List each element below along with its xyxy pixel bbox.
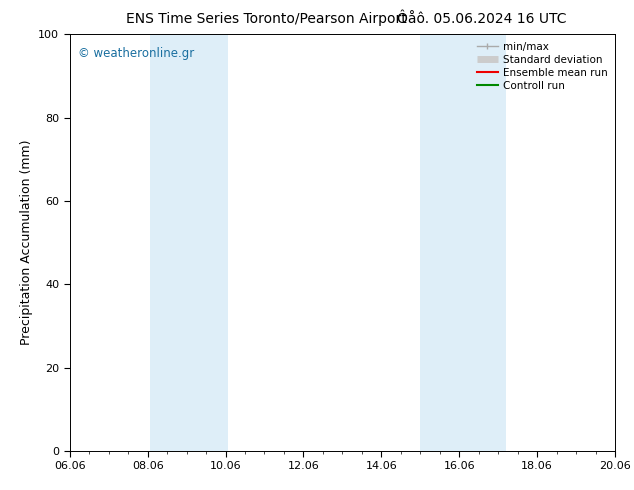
Text: Ôåô. 05.06.2024 16 UTC: Ôåô. 05.06.2024 16 UTC <box>397 12 567 26</box>
Y-axis label: Precipitation Accumulation (mm): Precipitation Accumulation (mm) <box>20 140 33 345</box>
Text: ENS Time Series Toronto/Pearson Airport: ENS Time Series Toronto/Pearson Airport <box>126 12 406 26</box>
Bar <box>150 34 228 451</box>
Bar <box>420 34 506 451</box>
Legend: min/max, Standard deviation, Ensemble mean run, Controll run: min/max, Standard deviation, Ensemble me… <box>473 37 612 95</box>
Text: © weatheronline.gr: © weatheronline.gr <box>78 47 194 60</box>
